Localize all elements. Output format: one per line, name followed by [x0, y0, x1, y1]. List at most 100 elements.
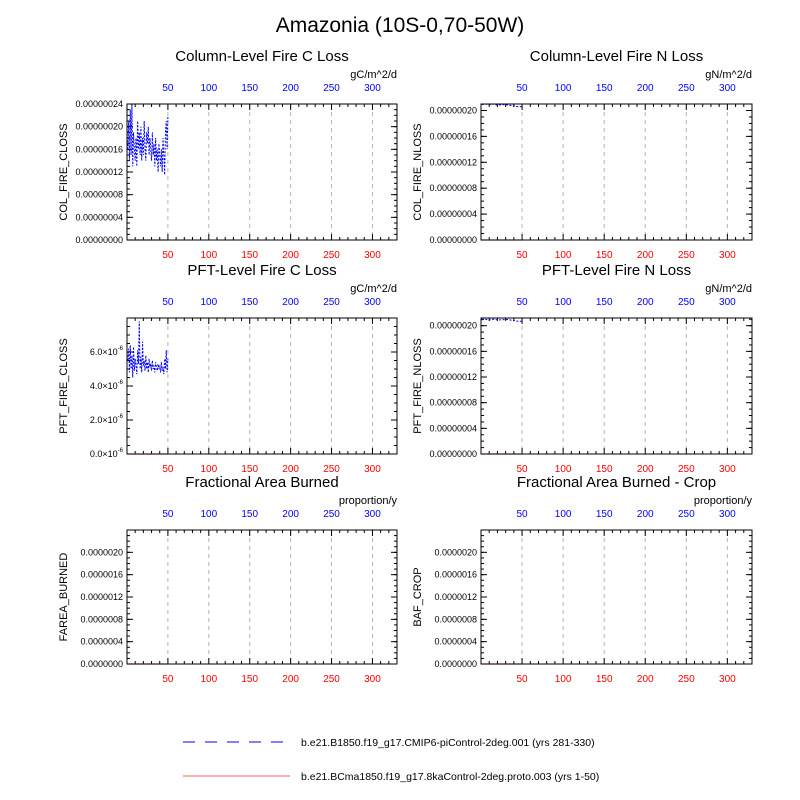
x-tick-label: 200: [637, 464, 654, 475]
x-top-tick-label: 150: [241, 297, 258, 308]
x-top-tick-label: 100: [555, 509, 572, 520]
series-line-1: [127, 321, 169, 378]
x-tick-label: 200: [637, 250, 654, 261]
x-tick-label: 300: [719, 464, 736, 475]
x-tick-label: 300: [364, 464, 381, 475]
y-tick-label: 2.0×10-6: [90, 414, 124, 425]
panels: Column-Level Fire C Loss gC/m^2/d 50 50 100 1…: [58, 48, 753, 685]
x-top-tick-label: 250: [678, 509, 695, 520]
x-top-tick-label: 100: [200, 83, 217, 94]
y-tick-label: 0.00000004: [429, 209, 477, 219]
y-axis-label: BAF_CROP: [412, 567, 424, 626]
x-top-tick-label: 300: [364, 509, 381, 520]
x-top-tick-label: 200: [282, 297, 299, 308]
panel-title: Fractional Area Burned: [185, 474, 338, 491]
y-tick-label: 6.0×10-6: [90, 346, 124, 357]
legend: b.e21.B1850.f19_g17.CMIP6-piControl-2deg…: [183, 737, 599, 783]
x-top-tick-label: 250: [323, 509, 340, 520]
x-tick-label: 250: [323, 674, 340, 685]
y-tick-label: 0.00000020: [429, 321, 477, 331]
x-tick-label: 300: [719, 250, 736, 261]
y-tick-label: 0.00000016: [429, 131, 477, 141]
y-axis-label: PFT_FIRE_CLOSS: [58, 338, 70, 433]
plot-frame: [480, 103, 753, 241]
y-tick-label: 0.0×10-6: [90, 448, 124, 459]
x-top-tick-label: 250: [678, 83, 695, 94]
y-tick-mantissa: 0.0×10: [90, 449, 118, 459]
x-tick-label: 200: [282, 250, 299, 261]
y-tick-label: 0.00000016: [429, 346, 477, 356]
x-top-tick-label: 250: [323, 83, 340, 94]
x-top-tick-label: 50: [516, 297, 528, 308]
y-axis-label: FAREA_BURNED: [58, 553, 70, 642]
units-label: proportion/y: [694, 495, 753, 507]
x-tick-label: 100: [200, 464, 217, 475]
x-top-tick-label: 300: [719, 509, 736, 520]
x-tick-label: 150: [241, 250, 258, 261]
x-tick-label: 50: [162, 464, 174, 475]
x-tick-label: 50: [162, 674, 174, 685]
y-tick-label: 0.0000020: [434, 547, 477, 557]
series-line-1: [481, 318, 523, 322]
x-tick-label: 50: [516, 464, 528, 475]
x-top-tick-label: 150: [241, 509, 258, 520]
x-top-tick-label: 200: [637, 509, 654, 520]
y-tick-label: 0.00000008: [429, 183, 477, 193]
y-tick-label: 0.00000008: [75, 190, 123, 200]
y-tick-label: 0.0000016: [80, 570, 123, 580]
x-tick-label: 300: [364, 250, 381, 261]
x-tick-label: 150: [241, 464, 258, 475]
x-tick-label: 50: [162, 250, 174, 261]
y-tick-label: 0.0000000: [434, 659, 477, 669]
panel-3: PFT-Level Fire C Loss gC/m^2/d 50 50 100 100 1…: [58, 262, 398, 475]
x-top-tick-label: 50: [162, 509, 174, 520]
y-axis-label: COL_FIRE_CLOSS: [58, 123, 70, 220]
x-tick-label: 250: [678, 250, 695, 261]
y-tick-label: 0.00000012: [429, 372, 477, 382]
x-top-tick-label: 200: [637, 83, 654, 94]
x-tick-label: 100: [555, 674, 572, 685]
y-tick-label: 0.00000012: [429, 157, 477, 167]
panel-title: Column-Level Fire N Loss: [530, 48, 703, 65]
x-top-tick-label: 50: [516, 509, 528, 520]
x-top-tick-label: 100: [200, 509, 217, 520]
panel-title: PFT-Level Fire N Loss: [542, 262, 691, 279]
x-tick-label: 300: [719, 674, 736, 685]
y-tick-label: 0.0000012: [80, 592, 123, 602]
plot-frame: [126, 317, 398, 455]
x-tick-label: 100: [200, 674, 217, 685]
x-tick-label: 150: [241, 674, 258, 685]
x-tick-label: 250: [323, 250, 340, 261]
y-axis-label: COL_FIRE_NLOSS: [412, 123, 424, 220]
y-tick-label: 0.0000004: [434, 637, 477, 647]
y-axis-label: PFT_FIRE_NLOSS: [412, 338, 424, 433]
legend-label-1: b.e21.B1850.f19_g17.CMIP6-piControl-2deg…: [301, 737, 595, 749]
x-top-tick-label: 250: [678, 297, 695, 308]
units-label: gC/m^2/d: [350, 283, 397, 295]
y-tick-label: 0.0000016: [434, 570, 477, 580]
y-tick-mantissa: 6.0×10: [90, 347, 118, 357]
x-top-tick-label: 100: [555, 83, 572, 94]
y-tick-label: 0.0000012: [434, 592, 477, 602]
x-top-tick-label: 150: [241, 83, 258, 94]
x-top-tick-label: 300: [719, 83, 736, 94]
y-tick-label: 0.0000008: [80, 614, 123, 624]
x-tick-label: 50: [516, 674, 528, 685]
y-tick-label: 0.00000020: [429, 105, 477, 115]
x-top-tick-label: 300: [719, 297, 736, 308]
y-tick-label: 0.00000000: [429, 235, 477, 245]
y-tick-label: 4.0×10-6: [90, 380, 124, 391]
x-top-tick-label: 150: [596, 297, 613, 308]
plot-frame: [480, 529, 753, 665]
panel-4: PFT-Level Fire N Loss gN/m^2/d 50 50 100 100 1…: [412, 262, 753, 475]
x-tick-label: 100: [555, 250, 572, 261]
x-top-tick-label: 250: [323, 297, 340, 308]
panel-title: Column-Level Fire C Loss: [175, 48, 348, 65]
x-tick-label: 300: [364, 674, 381, 685]
y-tick-label: 0.0000004: [80, 637, 123, 647]
y-tick-label: 0.00000012: [75, 167, 123, 177]
y-tick-label: 0.0000008: [434, 614, 477, 624]
x-top-tick-label: 200: [282, 83, 299, 94]
x-top-tick-label: 300: [364, 297, 381, 308]
